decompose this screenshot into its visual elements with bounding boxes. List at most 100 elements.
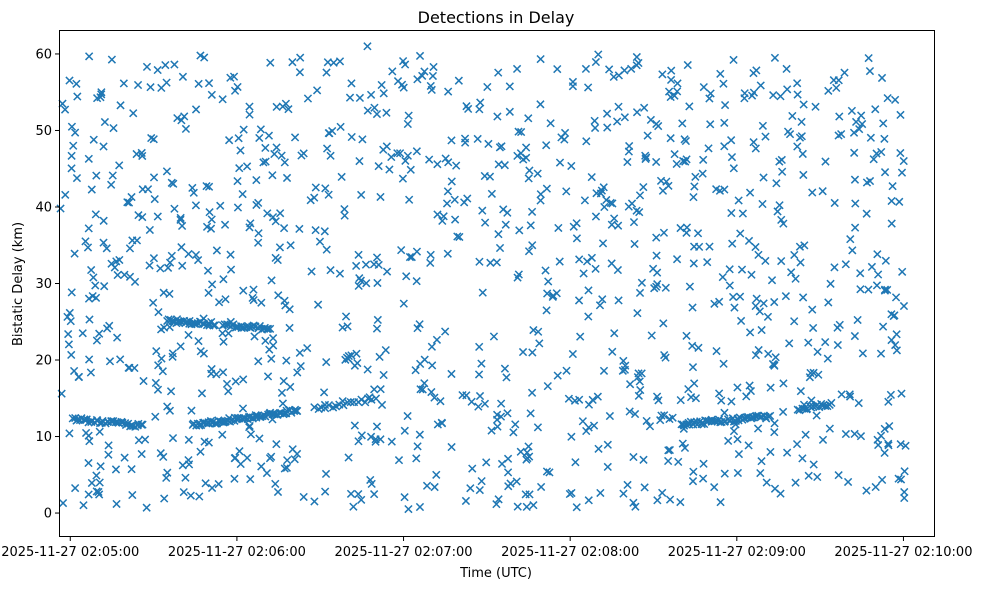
data-point xyxy=(513,502,522,511)
data-point xyxy=(450,195,459,204)
data-point xyxy=(824,298,833,307)
data-point xyxy=(681,157,690,166)
data-point xyxy=(689,259,698,268)
data-point xyxy=(147,133,156,143)
data-point xyxy=(757,457,766,466)
data-point xyxy=(518,347,528,357)
data-point xyxy=(527,207,537,216)
data-point xyxy=(290,133,300,142)
data-point xyxy=(64,340,74,349)
data-point xyxy=(744,441,753,450)
data-point xyxy=(719,359,728,368)
data-point xyxy=(529,501,538,510)
data-point xyxy=(267,276,276,285)
data-point xyxy=(139,376,148,386)
data-point xyxy=(252,200,261,210)
data-point xyxy=(265,454,275,463)
data-point xyxy=(156,264,165,273)
data-point xyxy=(785,130,795,139)
data-point xyxy=(354,489,363,499)
data-point xyxy=(884,439,893,448)
data-point xyxy=(70,128,80,137)
data-point xyxy=(403,411,412,421)
data-point xyxy=(751,301,760,311)
data-point xyxy=(630,409,640,419)
data-point xyxy=(181,124,191,134)
data-point xyxy=(624,202,633,211)
data-point xyxy=(381,345,390,355)
data-point xyxy=(242,162,252,171)
data-point xyxy=(157,354,166,363)
data-point xyxy=(425,155,434,164)
data-point xyxy=(231,377,240,386)
data-point xyxy=(769,91,778,100)
data-point xyxy=(590,116,599,125)
data-point xyxy=(533,169,542,178)
data-point xyxy=(249,285,258,294)
data-point xyxy=(841,260,850,269)
data-point xyxy=(156,449,165,458)
data-point xyxy=(354,250,363,259)
data-point xyxy=(880,448,889,458)
data-point xyxy=(168,352,177,361)
data-point xyxy=(896,148,905,158)
data-point xyxy=(58,99,67,108)
data-point xyxy=(501,220,510,229)
data-point xyxy=(740,89,749,98)
data-point xyxy=(720,469,729,478)
data-point xyxy=(168,349,177,358)
data-point xyxy=(546,119,555,128)
data-point xyxy=(216,201,225,210)
data-point xyxy=(156,325,166,334)
data-point xyxy=(218,368,228,377)
data-point xyxy=(497,459,507,469)
data-point xyxy=(766,411,775,420)
data-point xyxy=(92,336,102,345)
data-point xyxy=(808,305,817,314)
data-point xyxy=(865,66,875,76)
data-point xyxy=(447,136,456,145)
data-point xyxy=(777,215,786,225)
data-point xyxy=(428,71,438,81)
data-point xyxy=(664,87,674,96)
data-point xyxy=(477,476,486,486)
data-point xyxy=(474,402,483,411)
data-point xyxy=(283,456,292,465)
data-point xyxy=(245,110,254,119)
data-point xyxy=(568,349,577,359)
data-point xyxy=(78,329,87,338)
data-point xyxy=(177,243,186,252)
data-point xyxy=(372,422,382,431)
data-point xyxy=(437,418,446,427)
data-point xyxy=(84,490,93,499)
data-point xyxy=(672,255,682,264)
data-point xyxy=(66,316,75,326)
data-point xyxy=(734,449,744,459)
data-point xyxy=(745,381,754,390)
y-tick-label: 0 xyxy=(44,507,52,522)
x-tick-label: 2025-11-27 02:09:00 xyxy=(668,545,806,560)
data-point xyxy=(138,212,147,222)
data-point xyxy=(196,447,205,456)
data-point xyxy=(637,369,646,378)
data-point xyxy=(150,194,159,204)
data-point xyxy=(341,312,351,321)
data-point xyxy=(124,198,134,207)
data-point xyxy=(288,58,297,67)
data-point xyxy=(824,86,833,95)
data-point xyxy=(610,214,619,223)
data-point xyxy=(658,70,667,79)
data-point xyxy=(496,399,506,408)
data-point xyxy=(759,173,768,182)
data-point xyxy=(104,450,113,459)
data-point xyxy=(127,465,136,474)
data-point xyxy=(772,179,781,188)
data-point xyxy=(165,289,174,299)
data-point xyxy=(735,292,745,301)
data-point xyxy=(854,398,863,408)
data-point xyxy=(194,79,203,88)
data-point xyxy=(587,253,597,262)
data-point xyxy=(443,187,453,196)
data-point xyxy=(184,249,193,259)
data-point xyxy=(589,421,599,430)
